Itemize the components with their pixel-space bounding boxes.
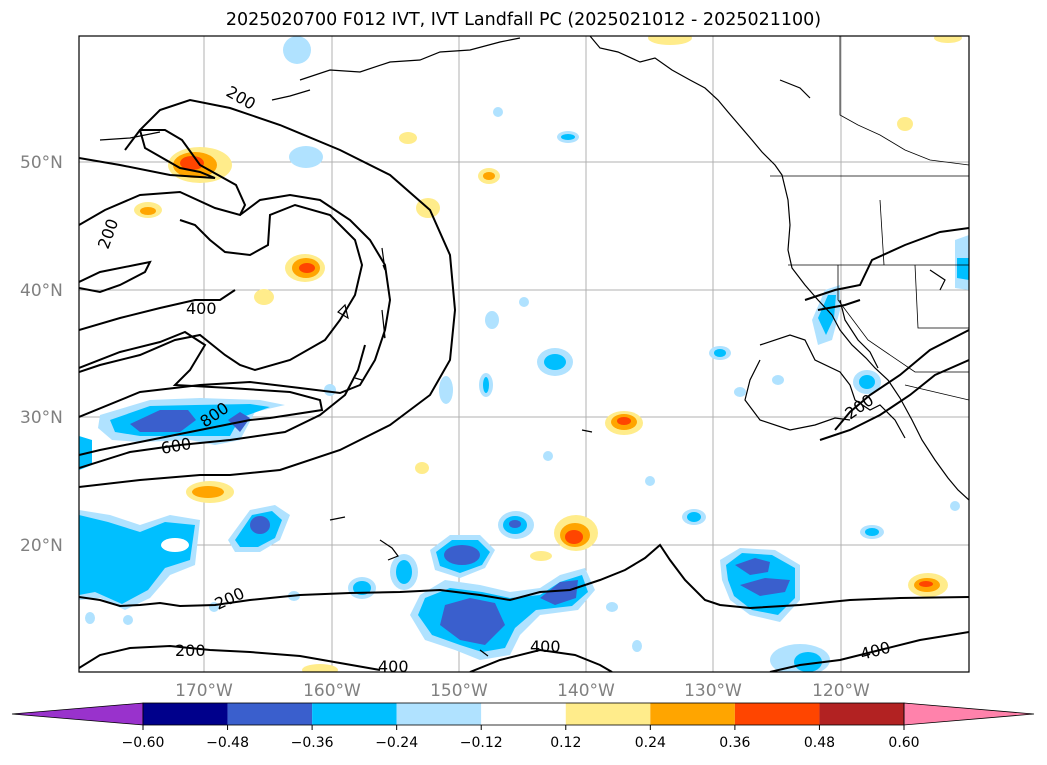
- colorbar-tick-label: 0.36: [719, 735, 750, 751]
- colorbar-bin: [312, 703, 397, 725]
- lon-label-170w: 170°W: [175, 681, 233, 701]
- colorbar-tick-label: −0.36: [291, 735, 334, 751]
- colorbar-frame: [142, 702, 905, 726]
- lat-label-30n: 30°N: [20, 408, 63, 428]
- colorbar-bin: [650, 703, 735, 725]
- colorbar-tick-label: 0.12: [550, 735, 581, 751]
- lon-label-150w: 150°W: [430, 681, 488, 701]
- longitude-labels: 170°W 160°W 150°W 140°W 130°W 120°W: [175, 681, 870, 701]
- lat-label-50n: 50°N: [20, 153, 63, 173]
- lat-label-20n: 20°N: [20, 536, 63, 556]
- contour-label: 400: [186, 299, 217, 318]
- colorbar-bin: [481, 703, 566, 725]
- colorbar-bin: [819, 703, 904, 725]
- colorbar-bin: [396, 703, 482, 725]
- colorbar-extend-low: [11, 702, 144, 726]
- colorbar-bin: [565, 703, 651, 725]
- contour-label: 200: [175, 641, 206, 660]
- coastlines: [99, 36, 969, 657]
- colorbar-tick-label: 0.48: [804, 735, 835, 751]
- colorbar-bin: [227, 703, 313, 725]
- latitude-labels: 50°N 40°N 30°N 20°N: [20, 153, 63, 556]
- colorbar-tick-label: 0.60: [888, 735, 919, 751]
- positive-pc-fields: [134, 36, 962, 672]
- lon-label-160w: 160°W: [303, 681, 361, 701]
- lon-label-140w: 140°W: [557, 681, 615, 701]
- contour-label: 400: [378, 657, 409, 676]
- lon-label-130w: 130°W: [684, 681, 742, 701]
- lat-label-40n: 40°N: [20, 281, 63, 301]
- colorbar: −0.60 −0.48 −0.36 −0.24 −0.12 0.12 0.24 0.36 0.4…: [11, 702, 1035, 751]
- map-frame: [78, 35, 970, 673]
- map-background: [79, 36, 969, 672]
- colorbar-tick-label: −0.12: [460, 735, 503, 751]
- contour-label: 400: [530, 637, 561, 656]
- map-title: 2025020700 F012 IVT, IVT Landfall PC (20…: [225, 10, 822, 30]
- negative-pc-fields: [79, 36, 969, 672]
- colorbar-tick-label: −0.24: [375, 735, 418, 751]
- colorbar-bin: [143, 703, 228, 725]
- lon-label-120w: 120°W: [812, 681, 870, 701]
- colorbar-tick-label: −0.48: [206, 735, 249, 751]
- ivt-contours: [79, 98, 969, 672]
- colorbar-tick-label: 0.24: [635, 735, 666, 751]
- colorbar-bin: [734, 703, 820, 725]
- colorbar-tick-label: −0.60: [122, 735, 165, 751]
- colorbar-extend-high: [903, 702, 1035, 726]
